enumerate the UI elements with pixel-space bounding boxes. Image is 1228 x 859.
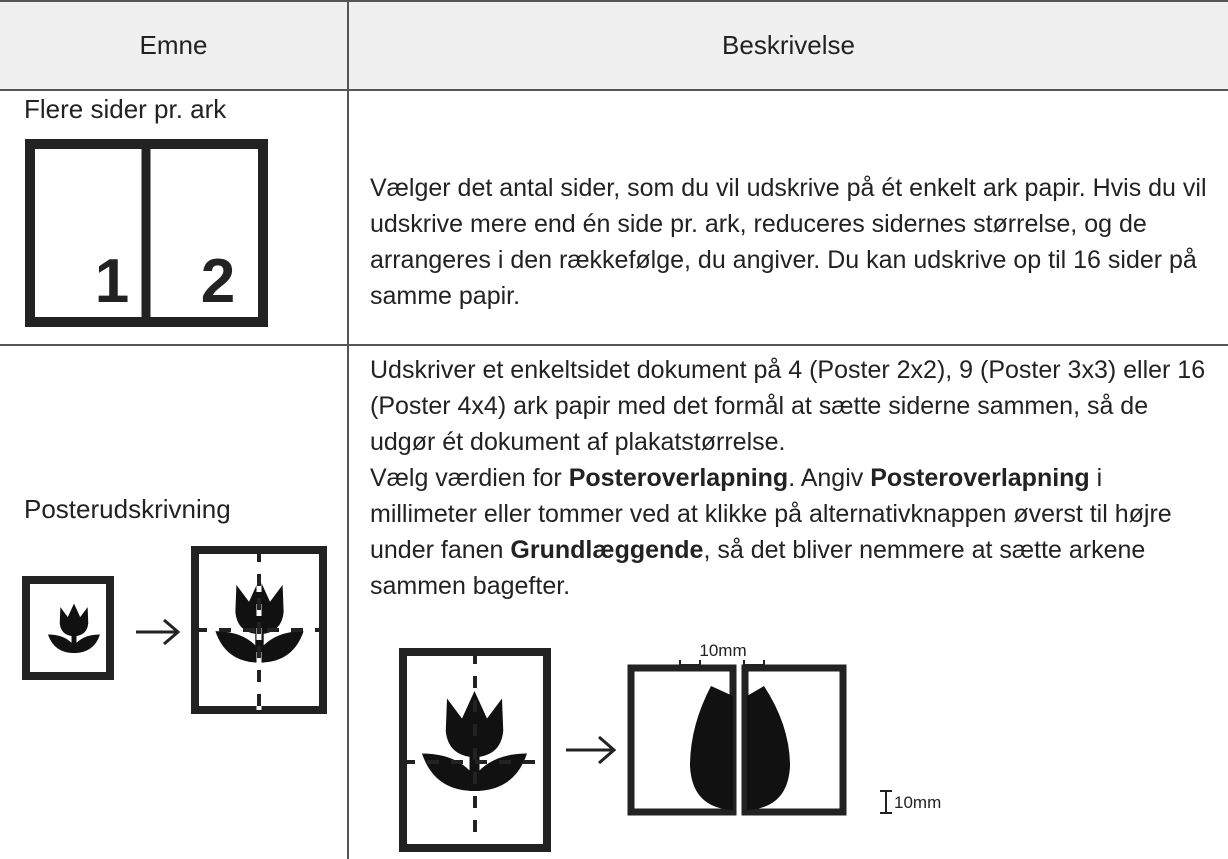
text: i millimeter eller tommer ved at klikke … bbox=[370, 464, 1172, 564]
term: Posteroverlapning bbox=[870, 464, 1090, 492]
icon-label: 2 bbox=[201, 247, 235, 316]
dimension-label: 10mm bbox=[894, 793, 941, 812]
header-cell: Beskrivelse bbox=[722, 30, 855, 60]
header-cell: Emne bbox=[139, 30, 208, 60]
pages-per-sheet-icon: 1 2 bbox=[25, 139, 268, 327]
row-divider bbox=[0, 344, 1228, 346]
term: Posteroverlapning bbox=[568, 464, 789, 492]
topic: Flere sider pr. ark bbox=[24, 94, 227, 124]
text: , så det bliver nemmere at sætte arkene … bbox=[370, 536, 1146, 600]
paragraph: Vælg værdien for Posteroverlapning. Angi… bbox=[370, 460, 1215, 604]
paragraph: Vælger det antal sider, som du vil udskr… bbox=[370, 174, 1207, 310]
poster-illustrations: 10mm 10mm bbox=[22, 546, 941, 852]
icon-label: 1 bbox=[95, 247, 129, 316]
text: Vælg værdien for bbox=[370, 464, 569, 492]
column-divider bbox=[347, 0, 349, 859]
description: Udskriver et enkeltsidet dokument på 4 (… bbox=[370, 352, 1215, 604]
paragraph: Udskriver et enkeltsidet dokument på 4 (… bbox=[370, 356, 1206, 456]
text: . Angiv bbox=[788, 464, 871, 492]
table-header: Emne Beskrivelse bbox=[0, 0, 1228, 91]
term: Grundlæggende bbox=[510, 536, 704, 564]
dimension-label: 10mm bbox=[699, 641, 746, 660]
topic: Posterudskrivning bbox=[24, 494, 231, 524]
description: Vælger det antal sider, som du vil udskr… bbox=[370, 170, 1215, 314]
